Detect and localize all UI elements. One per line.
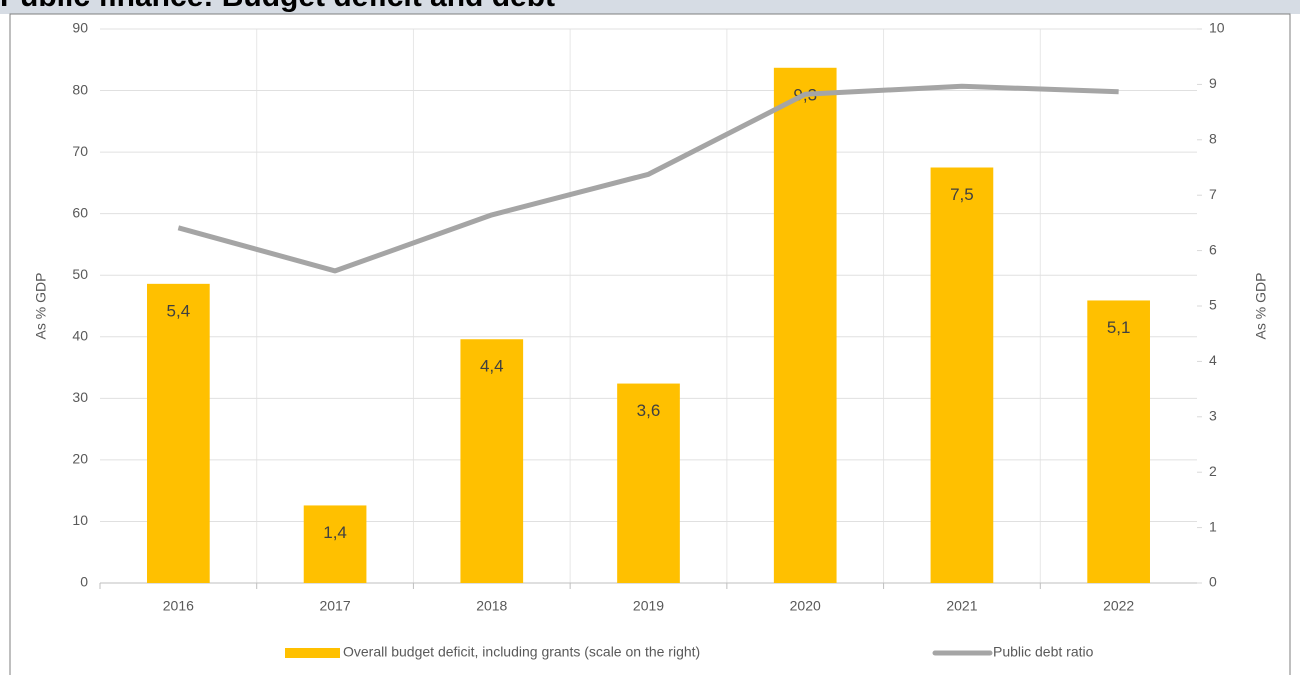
y2-tick-label: 2 — [1209, 463, 1217, 479]
y2-tick-label: 1 — [1209, 518, 1217, 534]
bar — [147, 283, 210, 583]
bar — [1087, 300, 1150, 583]
x-tick-label: 2022 — [1103, 598, 1134, 614]
y2-tick-label: 9 — [1209, 75, 1217, 91]
y-tick-label: 50 — [72, 266, 88, 282]
bar — [303, 505, 367, 583]
line-series — [177, 83, 1119, 274]
bar-value-label: 5,1 — [1107, 318, 1131, 337]
y-tick-label: 90 — [72, 20, 88, 36]
bar — [773, 67, 837, 583]
y-tick-label: 60 — [72, 204, 88, 220]
y2-tick-label: 5 — [1209, 297, 1217, 313]
y2-tick-label: 8 — [1209, 131, 1217, 147]
y-tick-label: 10 — [72, 512, 88, 528]
legend-label: Public debt ratio — [993, 644, 1094, 660]
bar — [930, 167, 994, 583]
bar-value-label: 4,4 — [480, 357, 504, 376]
y-axis-label: As % GDP — [33, 273, 49, 340]
y-tick-label: 0 — [80, 574, 88, 590]
y-tick-label: 40 — [72, 327, 88, 343]
y-tick-label: 30 — [72, 389, 88, 405]
bar-value-label: 1,4 — [323, 523, 347, 542]
chart-title: Public finance: Budget deficit and debt — [0, 0, 555, 13]
x-tick-label: 2017 — [319, 598, 350, 614]
legend-swatch — [285, 648, 340, 658]
y2-tick-label: 10 — [1209, 20, 1225, 36]
x-tick-label: 2021 — [946, 598, 977, 614]
x-tick-label: 2018 — [476, 598, 507, 614]
y2-axis-label: As % GDP — [1253, 273, 1269, 340]
bar-value-label: 5,4 — [167, 301, 191, 320]
y2-tick-label: 6 — [1209, 241, 1217, 257]
y2-tick-label: 7 — [1209, 186, 1217, 202]
y2-tick-label: 4 — [1209, 352, 1217, 368]
bar — [617, 383, 680, 583]
bar-value-label: 7,5 — [950, 185, 974, 204]
x-tick-label: 2016 — [163, 598, 194, 614]
bar — [460, 339, 524, 583]
y-tick-label: 80 — [72, 81, 88, 97]
bar-value-label: 3,6 — [637, 401, 661, 420]
y-tick-label: 20 — [72, 451, 88, 467]
y2-tick-label: 3 — [1209, 408, 1217, 424]
x-tick-label: 2019 — [633, 598, 664, 614]
y-tick-label: 70 — [72, 143, 88, 159]
legend-label: Overall budget deficit, including grants… — [343, 644, 700, 660]
x-tick-label: 2020 — [790, 598, 821, 614]
y2-tick-label: 0 — [1209, 574, 1217, 590]
title-band — [0, 0, 1300, 14]
